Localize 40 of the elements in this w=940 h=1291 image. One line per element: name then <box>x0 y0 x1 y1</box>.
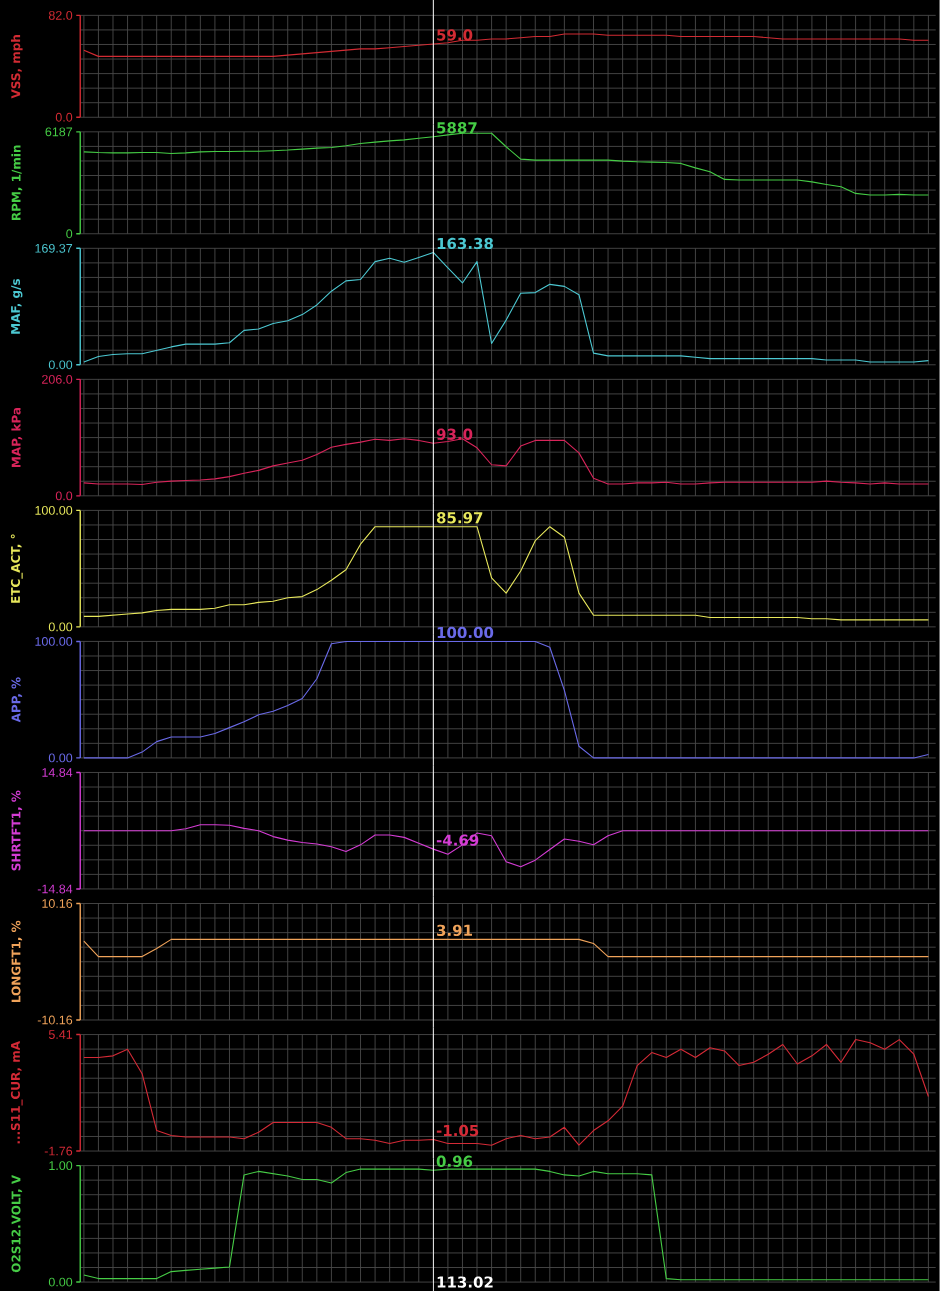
y-axis-title: APP, % <box>11 677 23 723</box>
y-tick-label: 1.00 <box>49 1161 73 1171</box>
y-tick-label: 0.00 <box>48 1277 73 1287</box>
y-tick-label: 0.0 <box>55 491 73 501</box>
y-tick-label: 0.0 <box>55 112 73 122</box>
data-label: 0.96 <box>436 1155 473 1167</box>
y-tick-label: 0.00 <box>48 360 73 370</box>
y-axis-title: MAP, kPa <box>11 407 23 468</box>
y-axis-title: O2S12.VOLT, V <box>11 1174 23 1273</box>
y-axis-title: VSS, mph <box>11 35 23 99</box>
y-axis-title: ETC_ACT, ° <box>10 534 23 603</box>
data-label: 93.0 <box>436 428 473 440</box>
y-tick-label: 0 <box>66 229 73 239</box>
y-tick-label: 0.00 <box>48 622 73 632</box>
y-axis-title: SHRTFT1, % <box>11 790 23 871</box>
y-axis-title: RPM, 1/min <box>11 145 23 220</box>
y-tick-label: 100.00 <box>35 505 73 515</box>
y-axis-title: ...S11_CUR, mA <box>11 1041 23 1144</box>
y-tick-label: 100.00 <box>35 637 73 646</box>
data-label: 5887 <box>437 122 477 134</box>
annotation: 113.02 <box>437 1276 493 1288</box>
data-label: 59.0 <box>437 29 473 41</box>
y-tick-label: -10.16 <box>37 1015 73 1025</box>
y-tick-label: -14.84 <box>37 884 73 894</box>
y-tick-label: 5.41 <box>48 1030 73 1039</box>
y-tick-label: 14.84 <box>42 768 73 777</box>
y-tick-label: 206.0 <box>42 374 73 384</box>
data-label: 3.91 <box>437 924 473 937</box>
y-axis-title: LONGFT1, % <box>11 920 23 1003</box>
y-tick-label: -1.76 <box>44 1146 73 1156</box>
y-tick-label: 6187 <box>45 127 73 137</box>
y-axis-title: MAF, g/s <box>11 278 23 334</box>
y-tick-label: 10.16 <box>42 899 73 908</box>
y-tick-label: 82.0 <box>49 10 73 20</box>
data-label: -1.05 <box>436 1124 479 1137</box>
y-tick-label: 169.37 <box>35 243 73 253</box>
data-label: 100.00 <box>437 626 494 639</box>
data-label: 85.97 <box>437 512 483 524</box>
y-tick-label: 0.00 <box>48 753 73 763</box>
data-label: 163.38 <box>437 237 494 250</box>
